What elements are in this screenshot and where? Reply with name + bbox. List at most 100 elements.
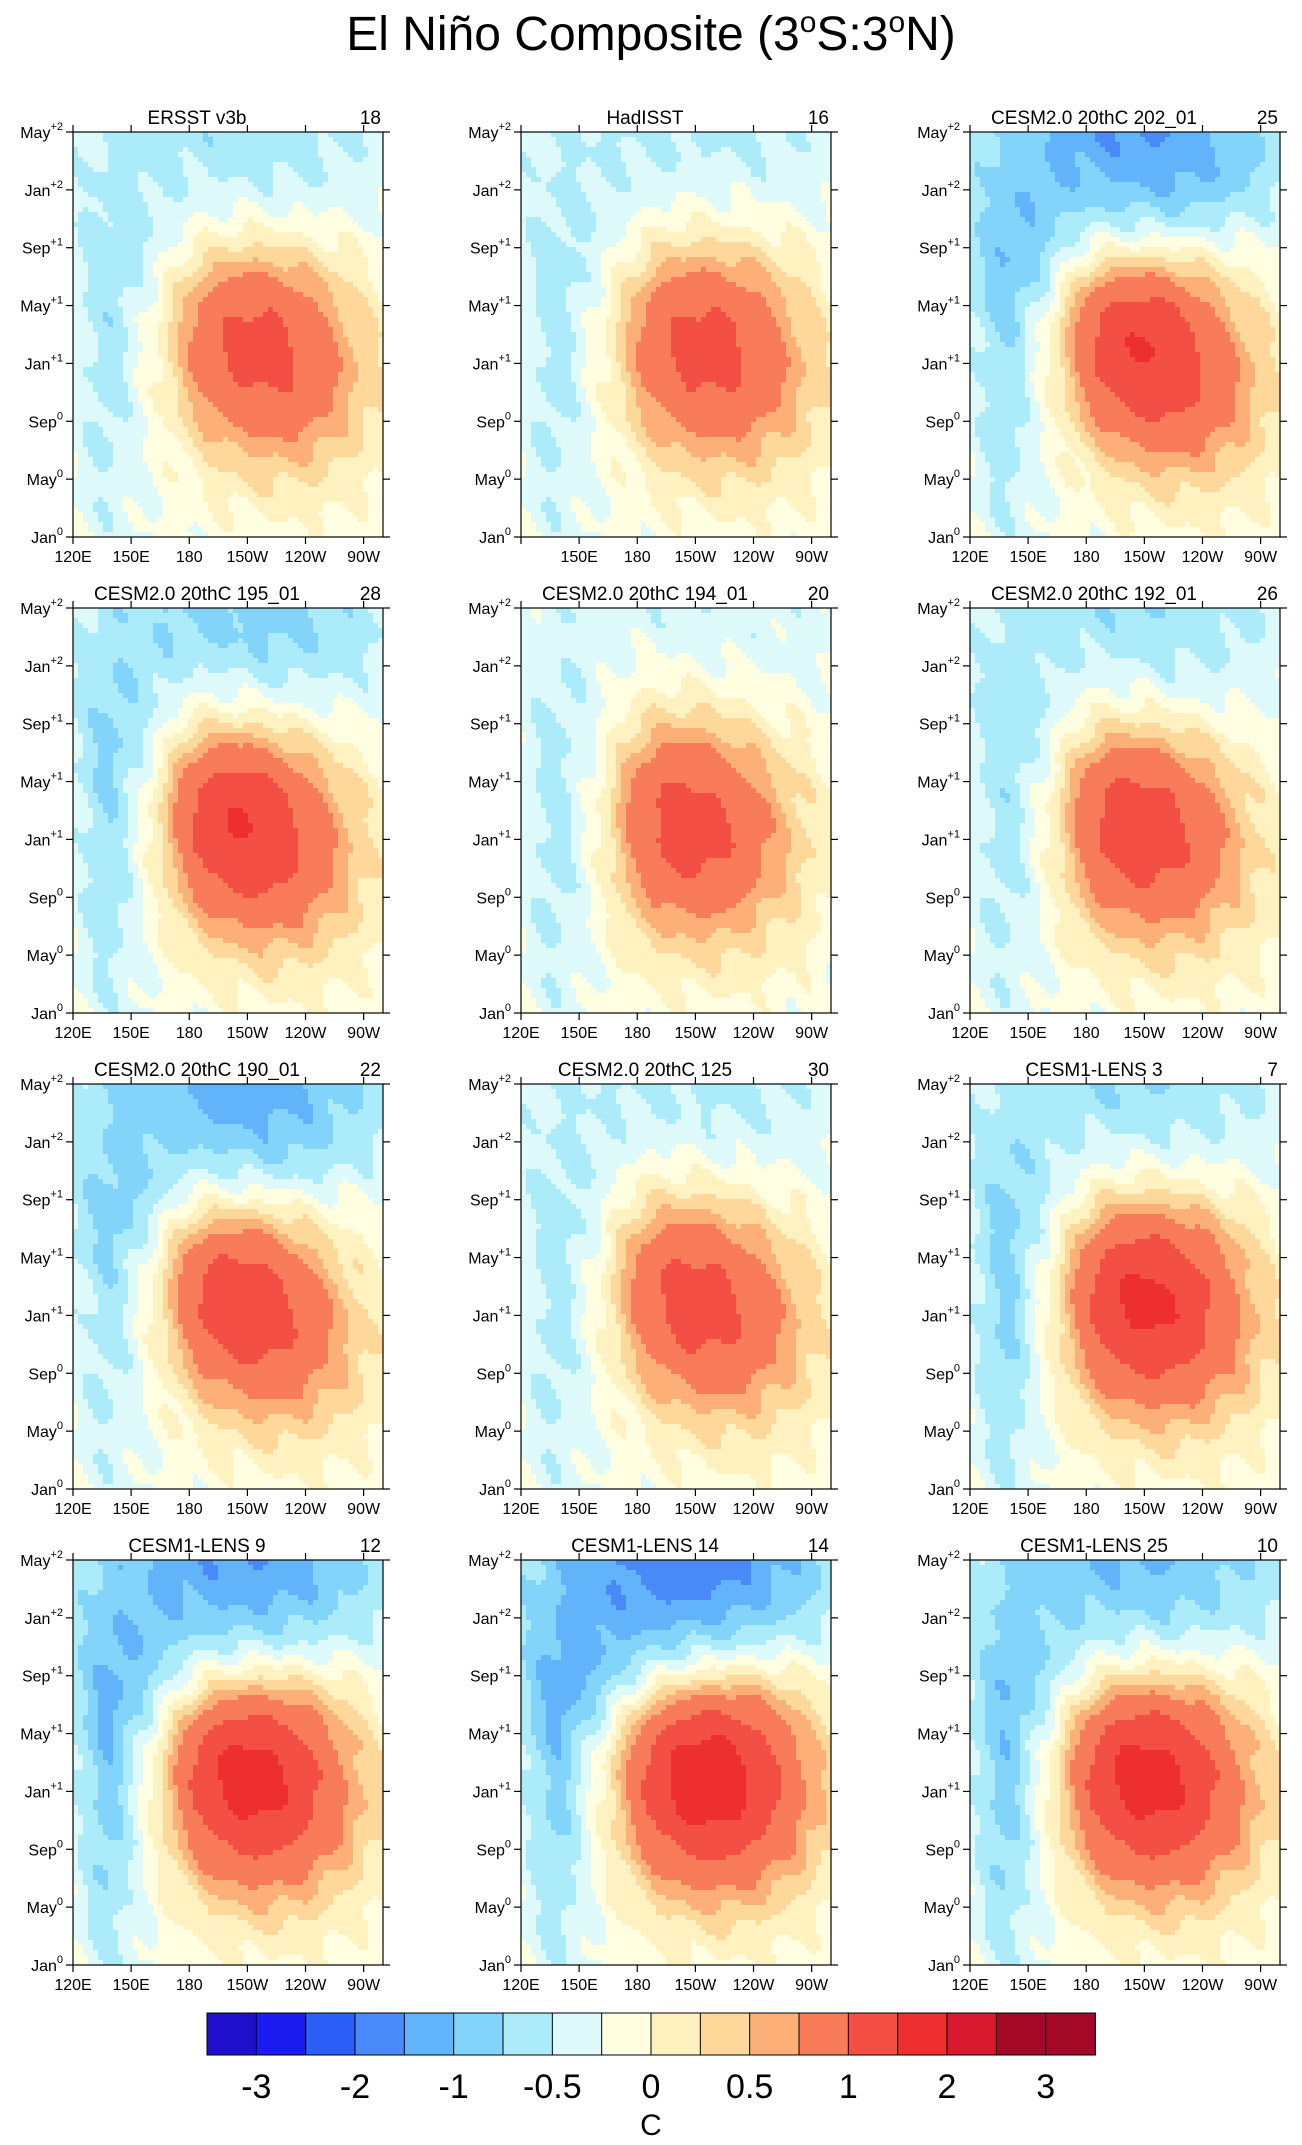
field-cell [118, 522, 124, 528]
field-cell [173, 347, 179, 353]
field-cell [183, 247, 189, 253]
field-cell [143, 172, 149, 178]
field-cell [88, 257, 94, 263]
field-cell [288, 447, 294, 453]
field-cell [78, 507, 84, 513]
field-cell [193, 217, 199, 223]
field-cell [133, 342, 139, 348]
field-cell [183, 322, 189, 328]
field-cell [268, 222, 274, 228]
field-cell [123, 427, 129, 433]
field-cell [108, 162, 114, 168]
field-cell [183, 342, 189, 348]
field-cell [203, 457, 209, 463]
field-cell [243, 382, 249, 388]
field-cell [298, 417, 304, 423]
field-cell [268, 437, 274, 443]
field-cell [318, 157, 324, 163]
field-cell [198, 302, 204, 308]
field-cell [73, 502, 79, 508]
field-cell [338, 372, 344, 378]
field-cell [288, 217, 294, 223]
field-cell [98, 517, 104, 523]
field-cell [158, 527, 164, 533]
field-cell [298, 212, 304, 218]
field-cell [158, 297, 164, 303]
field-cell [218, 302, 224, 308]
field-cell [343, 152, 349, 158]
field-cell [243, 457, 249, 463]
field-cell [323, 417, 329, 423]
field-cell [188, 382, 194, 388]
field-cell [213, 457, 219, 463]
field-cell [73, 342, 79, 348]
field-cell [118, 272, 124, 278]
field-cell [228, 312, 234, 318]
field-cell [163, 527, 169, 533]
field-cell [208, 202, 214, 208]
field-cell [228, 322, 234, 328]
field-cell [348, 177, 354, 183]
field-cell [188, 427, 194, 433]
field-cell [148, 392, 154, 398]
field-cell [373, 512, 379, 518]
field-cell [213, 362, 219, 368]
field-cell [108, 157, 114, 163]
field-cell [318, 142, 324, 148]
field-cell [178, 267, 184, 273]
field-cell [348, 292, 354, 298]
field-cell [148, 412, 154, 418]
field-cell [323, 377, 329, 383]
field-cell [78, 162, 84, 168]
field-cell [278, 357, 284, 363]
field-cell [138, 502, 144, 508]
field-cell [373, 487, 379, 493]
field-cell [308, 382, 314, 388]
field-cell [163, 322, 169, 328]
field-cell [308, 427, 314, 433]
field-cell [368, 292, 374, 298]
field-cell [128, 372, 134, 378]
field-cell [353, 182, 359, 188]
field-cell [213, 527, 219, 533]
field-cell [228, 297, 234, 303]
field-cell [78, 412, 84, 418]
field-cell [123, 192, 129, 198]
field-cell [343, 192, 349, 198]
field-cell [208, 402, 214, 408]
field-cell [203, 422, 209, 428]
field-cell [233, 222, 239, 228]
field-cell [168, 512, 174, 518]
field-cell [153, 437, 159, 443]
field-cell [278, 477, 284, 483]
field-cell [183, 132, 189, 138]
field-cell [128, 302, 134, 308]
field-cell [198, 232, 204, 238]
field-cell [283, 182, 289, 188]
field-cell [258, 467, 264, 473]
field-cell [303, 292, 309, 298]
field-cell [333, 242, 339, 248]
field-cell [308, 432, 314, 438]
field-cell [73, 452, 79, 458]
field-cell [118, 487, 124, 493]
field-cell [203, 462, 209, 468]
field-cell [188, 262, 194, 268]
field-cell [363, 462, 369, 468]
field-cell [358, 247, 364, 253]
field-cell [303, 197, 309, 203]
field-cell [373, 317, 379, 323]
field-cell [223, 342, 229, 348]
field-cell [303, 362, 309, 368]
field-cell [193, 447, 199, 453]
field-cell [183, 492, 189, 498]
field-cell [263, 522, 269, 528]
field-cell [278, 512, 284, 518]
field-cell [123, 272, 129, 278]
field-cell [178, 162, 184, 168]
field-cell [233, 412, 239, 418]
field-cell [168, 152, 174, 158]
field-cell [83, 312, 89, 318]
field-cell [178, 207, 184, 213]
field-cell [273, 207, 279, 213]
